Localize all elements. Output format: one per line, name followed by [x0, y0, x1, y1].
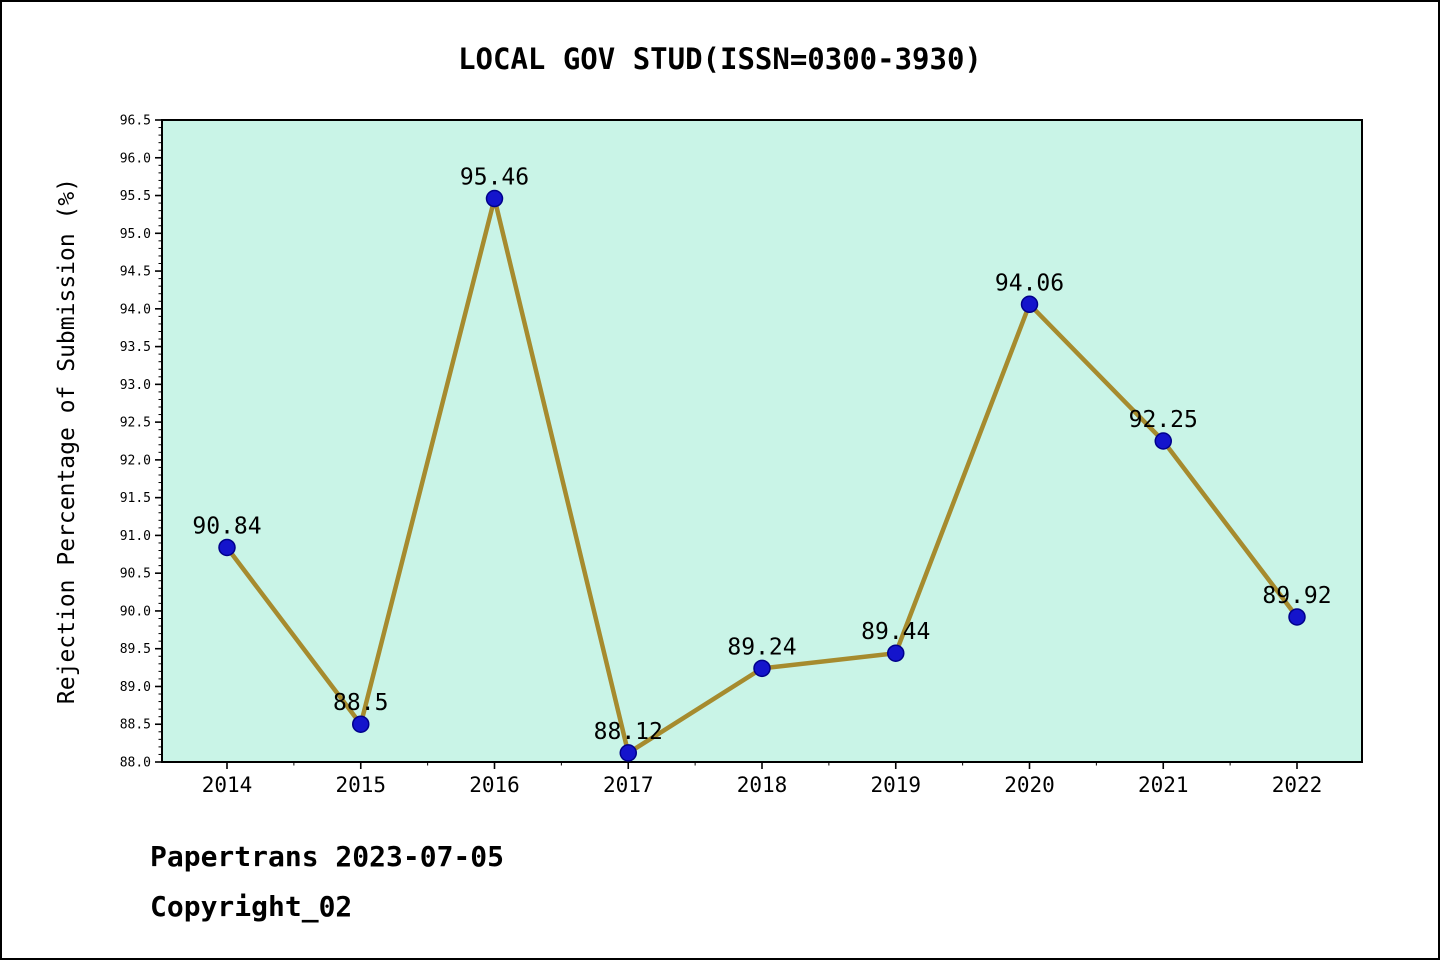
x-tick-label: 2014 — [202, 773, 253, 797]
data-point — [1020, 295, 1039, 314]
plot-area-border — [161, 119, 1363, 763]
y-tick-label: 89.5 — [120, 642, 151, 657]
data-point — [619, 744, 637, 762]
data-point — [1288, 608, 1306, 626]
chart-title: LOCAL GOV STUD(ISSN=0300-3930) — [458, 42, 982, 76]
data-point — [1154, 432, 1172, 450]
y-tick-label: 94.0 — [120, 302, 151, 317]
y-tick-label: 89.0 — [120, 680, 151, 695]
y-tick-label: 91.5 — [120, 491, 151, 506]
y-tick-label: 88.0 — [120, 756, 151, 771]
y-tick-label: 94.5 — [120, 265, 151, 280]
point-label: 89.44 — [861, 619, 930, 645]
y-tick-label: 96.5 — [120, 114, 151, 129]
footer-copyright: Copyright_02 — [150, 890, 353, 923]
point-label: 92.25 — [1129, 407, 1198, 433]
x-tick-label: 2016 — [469, 773, 520, 797]
point-label: 95.46 — [460, 165, 529, 191]
y-tick-label: 88.5 — [120, 718, 151, 733]
y-tick-label: 95.0 — [120, 227, 151, 242]
data-point — [352, 715, 370, 733]
data-point — [485, 189, 504, 208]
y-tick-label: 95.5 — [120, 189, 151, 204]
x-tick-label: 2021 — [1138, 773, 1189, 797]
y-axis-label: Rejection Percentage of Submission (%) — [54, 178, 80, 704]
y-tick-label: 90.0 — [120, 604, 151, 619]
y-tick-label: 96.0 — [120, 151, 151, 166]
point-label: 89.24 — [727, 634, 796, 660]
footer-source-date: Papertrans 2023-07-05 — [150, 840, 505, 873]
y-tick-label: 92.5 — [120, 416, 151, 431]
y-tick-label: 92.0 — [120, 453, 151, 468]
x-tick-label: 2020 — [1004, 773, 1055, 797]
data-point — [218, 538, 236, 557]
point-label: 88.5 — [333, 690, 388, 716]
data-point — [753, 659, 771, 678]
x-tick-label: 2017 — [603, 773, 654, 797]
data-point — [887, 644, 905, 662]
x-tick-label: 2019 — [870, 773, 921, 797]
point-label: 88.12 — [594, 719, 663, 745]
y-tick-label: 90.5 — [120, 567, 151, 582]
x-tick-label: 2022 — [1272, 773, 1323, 797]
y-tick-label: 91.0 — [120, 529, 151, 544]
point-label: 94.06 — [995, 270, 1064, 296]
x-tick-label: 2015 — [335, 773, 386, 797]
point-label: 90.84 — [192, 513, 261, 539]
point-label: 89.92 — [1262, 583, 1331, 609]
y-tick-label: 93.0 — [120, 378, 151, 393]
y-tick-label: 93.5 — [120, 340, 151, 355]
x-tick-label: 2018 — [737, 773, 788, 797]
